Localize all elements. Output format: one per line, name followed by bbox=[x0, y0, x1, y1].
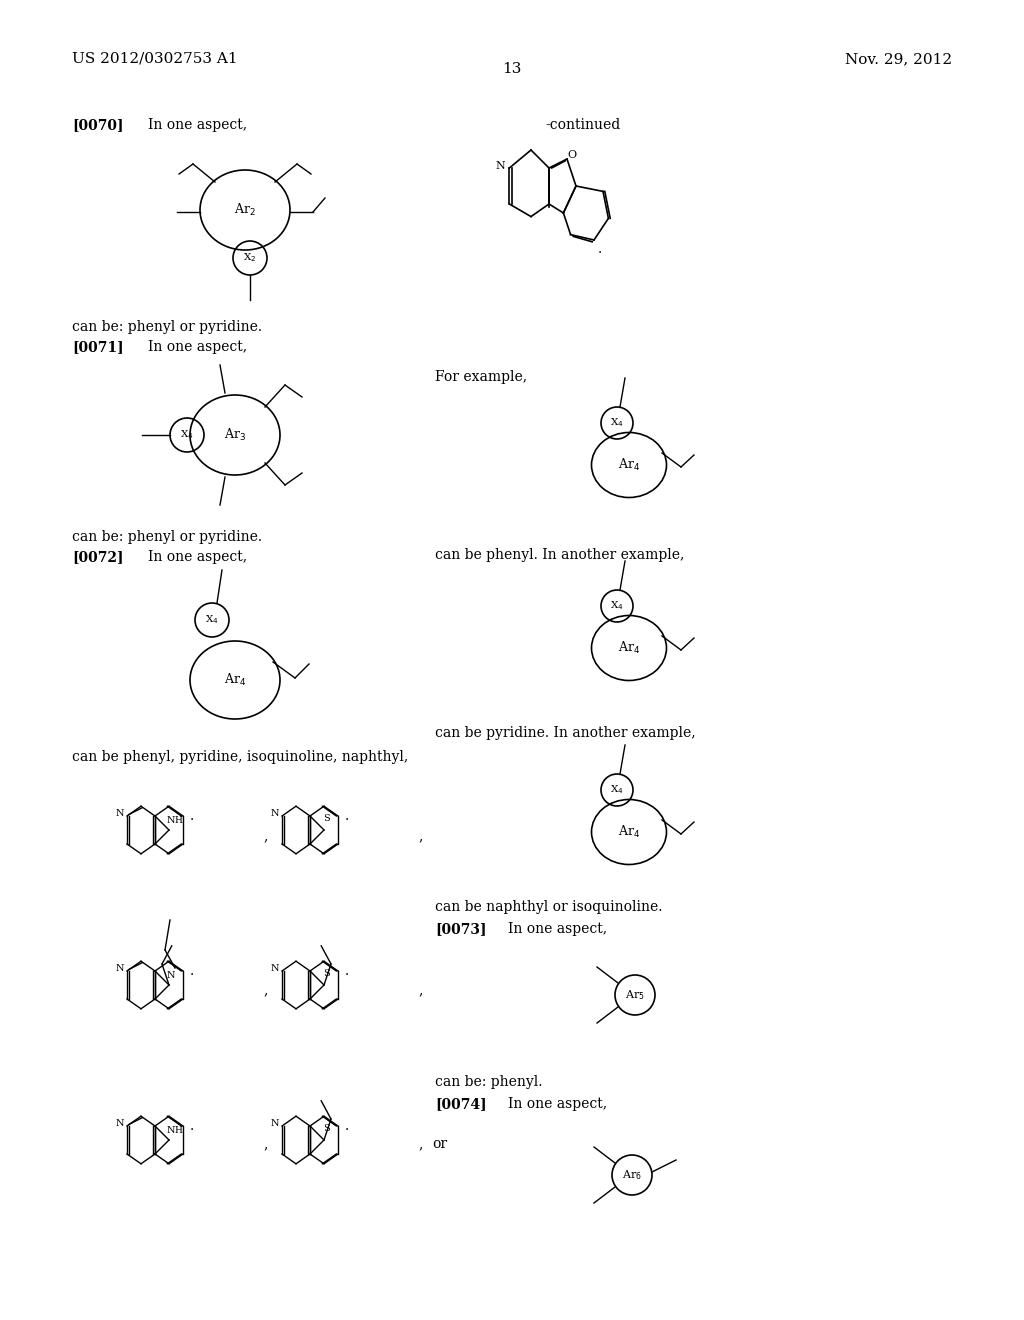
Text: In one aspect,: In one aspect, bbox=[508, 1097, 607, 1111]
Text: can be: phenyl or pyridine.: can be: phenyl or pyridine. bbox=[72, 531, 262, 544]
Text: Ar$_5$: Ar$_5$ bbox=[625, 989, 645, 1002]
Text: can be: phenyl or pyridine.: can be: phenyl or pyridine. bbox=[72, 319, 262, 334]
Text: X$_4$: X$_4$ bbox=[180, 429, 194, 441]
Text: H: H bbox=[175, 1126, 182, 1135]
Text: Ar$_4$: Ar$_4$ bbox=[617, 640, 640, 656]
Text: Ar$_4$: Ar$_4$ bbox=[617, 824, 640, 840]
Text: can be naphthyl or isoquinoline.: can be naphthyl or isoquinoline. bbox=[435, 900, 663, 913]
Text: N: N bbox=[270, 1119, 280, 1127]
Text: .: . bbox=[189, 809, 194, 822]
Text: US 2012/0302753 A1: US 2012/0302753 A1 bbox=[72, 51, 238, 66]
Text: can be pyridine. In another example,: can be pyridine. In another example, bbox=[435, 726, 695, 741]
Text: N: N bbox=[167, 816, 175, 825]
Text: H: H bbox=[175, 816, 182, 825]
Text: N: N bbox=[496, 161, 505, 172]
Text: N: N bbox=[270, 809, 280, 817]
Text: can be phenyl. In another example,: can be phenyl. In another example, bbox=[435, 548, 684, 562]
Text: N: N bbox=[116, 1119, 124, 1127]
Text: Ar$_2$: Ar$_2$ bbox=[234, 202, 256, 218]
Text: S: S bbox=[323, 969, 330, 978]
Text: can be phenyl, pyridine, isoquinoline, naphthyl,: can be phenyl, pyridine, isoquinoline, n… bbox=[72, 750, 409, 764]
Text: X$_4$: X$_4$ bbox=[610, 599, 624, 612]
Text: .: . bbox=[189, 964, 194, 978]
Text: Ar$_4$: Ar$_4$ bbox=[224, 672, 246, 688]
Text: In one aspect,: In one aspect, bbox=[148, 117, 247, 132]
Text: N: N bbox=[116, 964, 124, 973]
Text: [0071]: [0071] bbox=[72, 341, 124, 354]
Text: In one aspect,: In one aspect, bbox=[148, 550, 247, 564]
Text: O: O bbox=[568, 150, 577, 161]
Text: .: . bbox=[344, 964, 348, 978]
Text: N: N bbox=[167, 970, 175, 979]
Text: Ar$_6$: Ar$_6$ bbox=[622, 1168, 642, 1181]
Text: can be: phenyl.: can be: phenyl. bbox=[435, 1074, 543, 1089]
Text: or: or bbox=[432, 1137, 447, 1151]
Text: .: . bbox=[344, 1119, 348, 1133]
Text: X$_4$: X$_4$ bbox=[205, 614, 219, 627]
Text: S: S bbox=[323, 814, 330, 824]
Text: X$_4$: X$_4$ bbox=[610, 417, 624, 429]
Text: ,: , bbox=[263, 1137, 267, 1151]
Text: X$_4$: X$_4$ bbox=[610, 784, 624, 796]
Text: Nov. 29, 2012: Nov. 29, 2012 bbox=[845, 51, 952, 66]
Text: In one aspect,: In one aspect, bbox=[148, 341, 247, 354]
Text: ,: , bbox=[418, 983, 422, 997]
Text: S: S bbox=[323, 1125, 330, 1134]
Text: ,: , bbox=[418, 1137, 422, 1151]
Text: .: . bbox=[597, 242, 601, 256]
Text: N: N bbox=[167, 1126, 175, 1135]
Text: ,: , bbox=[263, 983, 267, 997]
Text: .: . bbox=[189, 1119, 194, 1133]
Text: X$_2$: X$_2$ bbox=[244, 252, 257, 264]
Text: -continued: -continued bbox=[545, 117, 621, 132]
Text: N: N bbox=[270, 964, 280, 973]
Text: .: . bbox=[344, 809, 348, 822]
Text: ,: , bbox=[418, 829, 422, 843]
Text: N: N bbox=[116, 809, 124, 817]
Text: ,: , bbox=[263, 829, 267, 843]
Text: In one aspect,: In one aspect, bbox=[508, 921, 607, 936]
Text: [0072]: [0072] bbox=[72, 550, 124, 564]
Text: Ar$_3$: Ar$_3$ bbox=[224, 426, 246, 444]
Text: 13: 13 bbox=[503, 62, 521, 77]
Text: [0070]: [0070] bbox=[72, 117, 124, 132]
Text: Ar$_4$: Ar$_4$ bbox=[617, 457, 640, 473]
Text: For example,: For example, bbox=[435, 370, 527, 384]
Text: [0074]: [0074] bbox=[435, 1097, 486, 1111]
Text: [0073]: [0073] bbox=[435, 921, 486, 936]
